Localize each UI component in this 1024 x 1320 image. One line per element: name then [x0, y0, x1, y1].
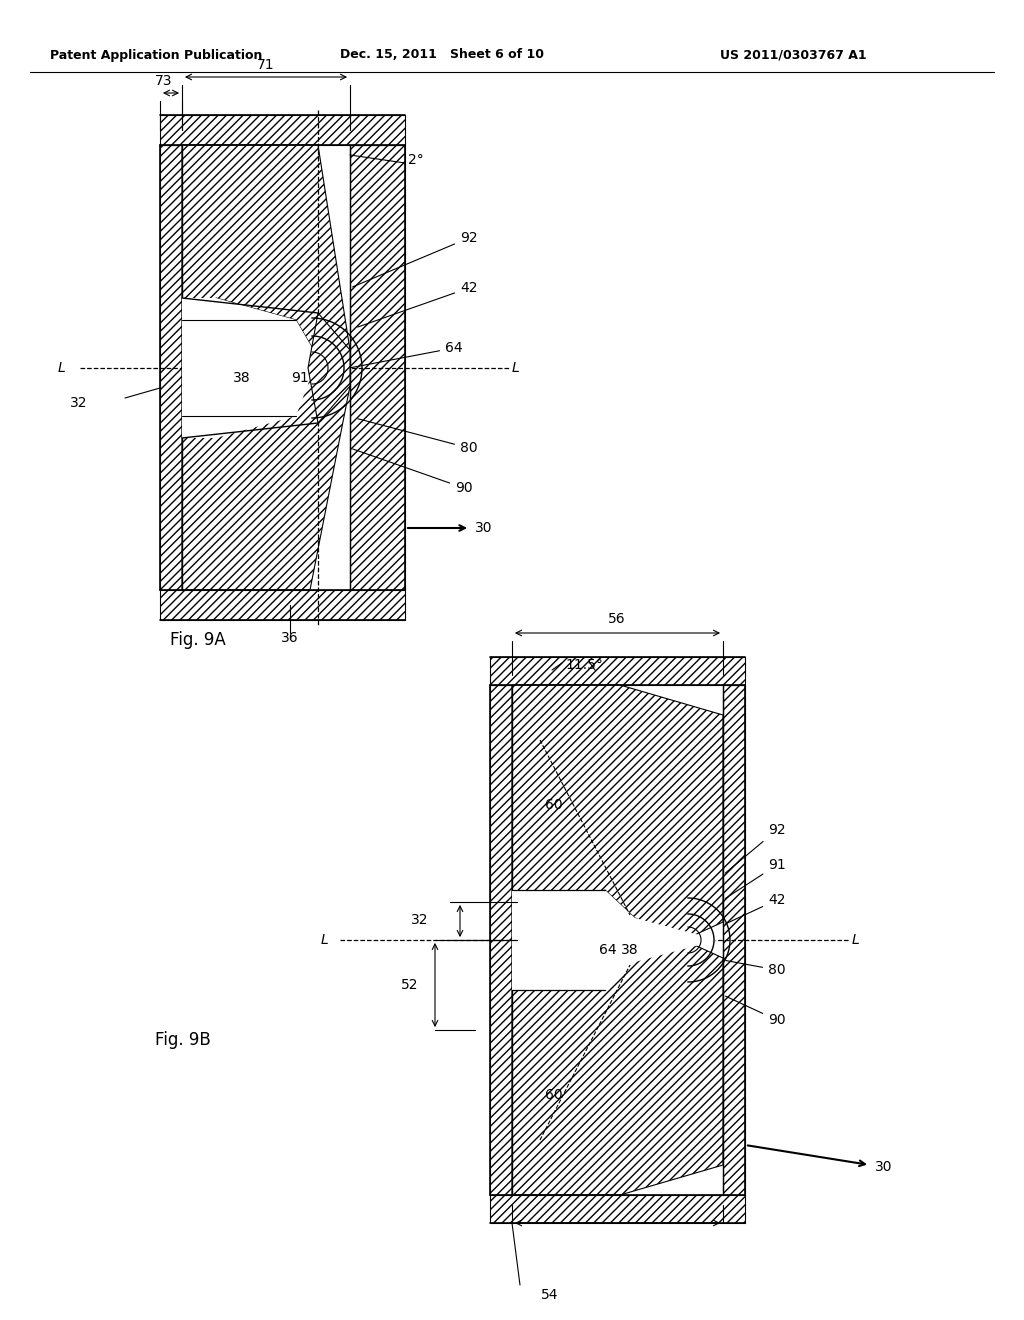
Bar — [160, 115, 406, 145]
Polygon shape — [512, 685, 723, 990]
Text: 42: 42 — [726, 894, 785, 924]
Bar — [350, 145, 406, 590]
Text: L: L — [57, 360, 65, 375]
Text: 92: 92 — [725, 822, 785, 874]
Text: 92: 92 — [352, 231, 477, 286]
Text: 30: 30 — [874, 1160, 893, 1173]
Text: Dec. 15, 2011   Sheet 6 of 10: Dec. 15, 2011 Sheet 6 of 10 — [340, 49, 544, 62]
Text: 64: 64 — [599, 942, 616, 957]
Text: 11.5°: 11.5° — [565, 657, 603, 672]
Text: Fig. 9B: Fig. 9B — [155, 1031, 211, 1049]
Text: 54: 54 — [542, 1288, 559, 1302]
Text: 91: 91 — [725, 858, 785, 899]
Text: Patent Application Publication: Patent Application Publication — [50, 49, 262, 62]
Text: 73: 73 — [156, 74, 173, 88]
Text: 56: 56 — [608, 612, 626, 626]
Text: 36: 36 — [282, 631, 299, 645]
Text: 90: 90 — [726, 997, 785, 1027]
Text: 90: 90 — [352, 449, 473, 495]
Text: 30: 30 — [475, 521, 493, 535]
Bar — [490, 657, 745, 685]
Text: 71: 71 — [257, 58, 274, 73]
Text: 38: 38 — [233, 371, 251, 385]
Text: 2°: 2° — [408, 153, 424, 168]
Bar — [490, 685, 512, 1195]
Polygon shape — [182, 298, 350, 590]
Text: 80: 80 — [726, 961, 785, 977]
Bar — [723, 685, 745, 1195]
Text: 42: 42 — [357, 281, 477, 327]
Polygon shape — [182, 145, 350, 438]
Text: L: L — [852, 933, 860, 946]
Text: 32: 32 — [412, 913, 429, 927]
Polygon shape — [308, 313, 350, 422]
Text: 52: 52 — [401, 978, 419, 993]
Text: 80: 80 — [357, 418, 477, 455]
Bar — [160, 590, 406, 620]
Text: L: L — [512, 360, 520, 375]
Text: 64: 64 — [326, 341, 463, 372]
Text: L: L — [321, 933, 328, 946]
Bar — [160, 145, 182, 590]
Text: 38: 38 — [622, 942, 639, 957]
Text: 60: 60 — [545, 799, 562, 812]
Text: US 2011/0303767 A1: US 2011/0303767 A1 — [720, 49, 866, 62]
Text: Fig. 9A: Fig. 9A — [170, 631, 225, 649]
Text: 91: 91 — [291, 371, 309, 385]
Polygon shape — [512, 890, 723, 1195]
Polygon shape — [512, 890, 718, 990]
Text: 32: 32 — [70, 396, 87, 411]
Polygon shape — [182, 298, 318, 438]
Text: 60: 60 — [545, 1088, 562, 1102]
Bar — [490, 1195, 745, 1224]
